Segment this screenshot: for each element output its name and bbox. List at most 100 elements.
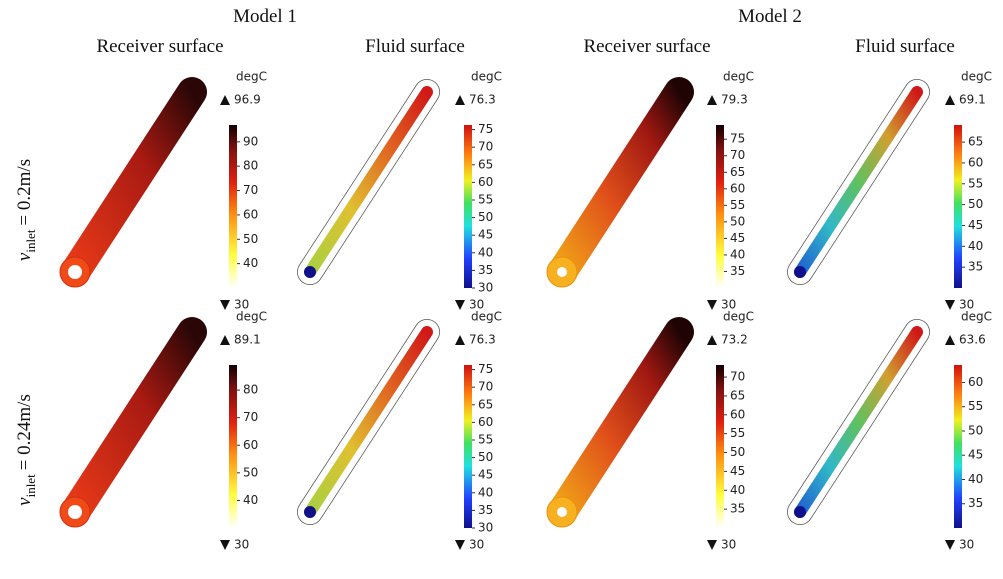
colorbar-tick-label: 60 <box>243 207 258 221</box>
colorbar-tick-label: 50 <box>968 423 983 437</box>
tube-bore <box>68 265 82 279</box>
colorbar-tick-label: 55 <box>968 399 983 413</box>
colorbar-tick-label: 70 <box>478 140 493 154</box>
colorbar-tick-label: 60 <box>730 181 745 195</box>
colorbar-tick-label: 60 <box>730 407 745 421</box>
unit-label: degC <box>723 310 754 324</box>
colorbar <box>464 365 472 528</box>
colorbar-tick-label: 35 <box>730 264 745 278</box>
fluid-core <box>800 332 917 512</box>
tube-bore <box>557 267 567 277</box>
colorbar-tick-label: 60 <box>478 415 493 429</box>
min-marker <box>945 540 955 550</box>
max-label: 76.3 <box>469 333 496 347</box>
colorbar-tick-label: 50 <box>968 197 983 211</box>
colorbar-tick-label: 65 <box>478 157 493 171</box>
max-label: 89.1 <box>234 333 261 347</box>
row-value: = 0.2m/s <box>14 159 35 226</box>
max-label: 63.6 <box>959 333 986 347</box>
colorbar-tick-label: 50 <box>478 210 493 224</box>
fluid-end <box>794 266 806 278</box>
colorbar-tick-label: 55 <box>968 176 983 190</box>
row-label: vinlet= 0.24m/s <box>14 394 38 506</box>
colorbar-tick-label: 50 <box>243 232 258 246</box>
colorbar-tick-label: 70 <box>478 380 493 394</box>
max-label: 73.2 <box>721 333 748 347</box>
colorbar-tick-label: 40 <box>968 239 983 253</box>
colorbar-tick-label: 70 <box>243 410 258 424</box>
max-label: 76.3 <box>469 93 496 107</box>
colorbar <box>229 365 237 528</box>
colorbar-tick-label: 75 <box>478 122 493 136</box>
colorbar-tick-label: 65 <box>478 397 493 411</box>
fluid-end <box>304 266 316 278</box>
colorbar-tick-label: 60 <box>243 438 258 452</box>
receiver-tube <box>562 332 679 512</box>
max-marker <box>455 95 465 105</box>
colorbar-tick-label: 90 <box>243 134 258 148</box>
row-label: vinlet= 0.2m/s <box>14 159 38 261</box>
colorbar-tick-label: 55 <box>730 426 745 440</box>
model-title: Model 1 <box>233 6 297 27</box>
colorbar-tick-label: 75 <box>478 362 493 376</box>
unit-label: degC <box>471 70 502 84</box>
receiver-tube <box>562 92 679 272</box>
colorbar <box>716 125 724 288</box>
colorbar-tick-label: 40 <box>243 256 258 270</box>
colorbar <box>954 365 962 528</box>
colorbar-tick-label: 35 <box>478 263 493 277</box>
colorbar-tick-label: 60 <box>968 155 983 169</box>
colorbar-tick-label: 40 <box>730 483 745 497</box>
colorbar-tick-label: 65 <box>730 165 745 179</box>
colorbar-tick-label: 40 <box>478 485 493 499</box>
colorbar-tick-label: 45 <box>478 468 493 482</box>
min-marker <box>455 300 465 310</box>
min-marker <box>455 540 465 550</box>
colorbar <box>229 125 237 288</box>
unit-label: degC <box>961 70 992 84</box>
colorbar-tick-label: 40 <box>730 247 745 261</box>
colorbar <box>954 125 962 288</box>
min-marker <box>707 540 717 550</box>
colorbar <box>716 365 724 528</box>
min-label: 30 <box>469 538 484 552</box>
column-header: Receiver surface <box>583 36 710 57</box>
fluid-end <box>794 506 806 518</box>
figure: Model 1Receiver surfaceFluid surfaceMode… <box>0 0 1003 579</box>
max-marker <box>455 335 465 345</box>
max-marker <box>220 95 230 105</box>
unit-label: degC <box>236 310 267 324</box>
colorbar-tick-label: 65 <box>730 388 745 402</box>
column-header: Fluid surface <box>365 36 465 57</box>
colorbar-tick-label: 35 <box>968 496 983 510</box>
colorbar <box>464 125 472 288</box>
min-label: 30 <box>234 538 249 552</box>
colorbar-tick-label: 40 <box>968 472 983 486</box>
max-marker <box>707 95 717 105</box>
max-label: 96.9 <box>234 93 261 107</box>
colorbar-tick-label: 60 <box>478 175 493 189</box>
unit-label: degC <box>236 70 267 84</box>
colorbar-tick-label: 50 <box>243 465 258 479</box>
fluid-core <box>800 92 917 272</box>
max-label: 69.1 <box>959 93 986 107</box>
unit-label: degC <box>471 310 502 324</box>
colorbar-tick-label: 45 <box>478 228 493 242</box>
colorbar-tick-label: 45 <box>730 231 745 245</box>
colorbar-tick-label: 30 <box>478 281 493 295</box>
colorbar-tick-label: 55 <box>478 432 493 446</box>
fluid-end <box>304 506 316 518</box>
max-label: 79.3 <box>721 93 748 107</box>
unit-label: degC <box>723 70 754 84</box>
colorbar-tick-label: 30 <box>478 521 493 535</box>
colorbar-tick-label: 50 <box>730 445 745 459</box>
min-marker <box>707 300 717 310</box>
colorbar-tick-label: 80 <box>243 383 258 397</box>
colorbar-tick-label: 80 <box>243 159 258 173</box>
min-marker <box>945 300 955 310</box>
min-marker <box>220 300 230 310</box>
colorbar-tick-label: 35 <box>478 503 493 517</box>
colorbar-tick-label: 70 <box>730 370 745 384</box>
unit-label: degC <box>961 310 992 324</box>
fluid-core <box>310 92 427 272</box>
